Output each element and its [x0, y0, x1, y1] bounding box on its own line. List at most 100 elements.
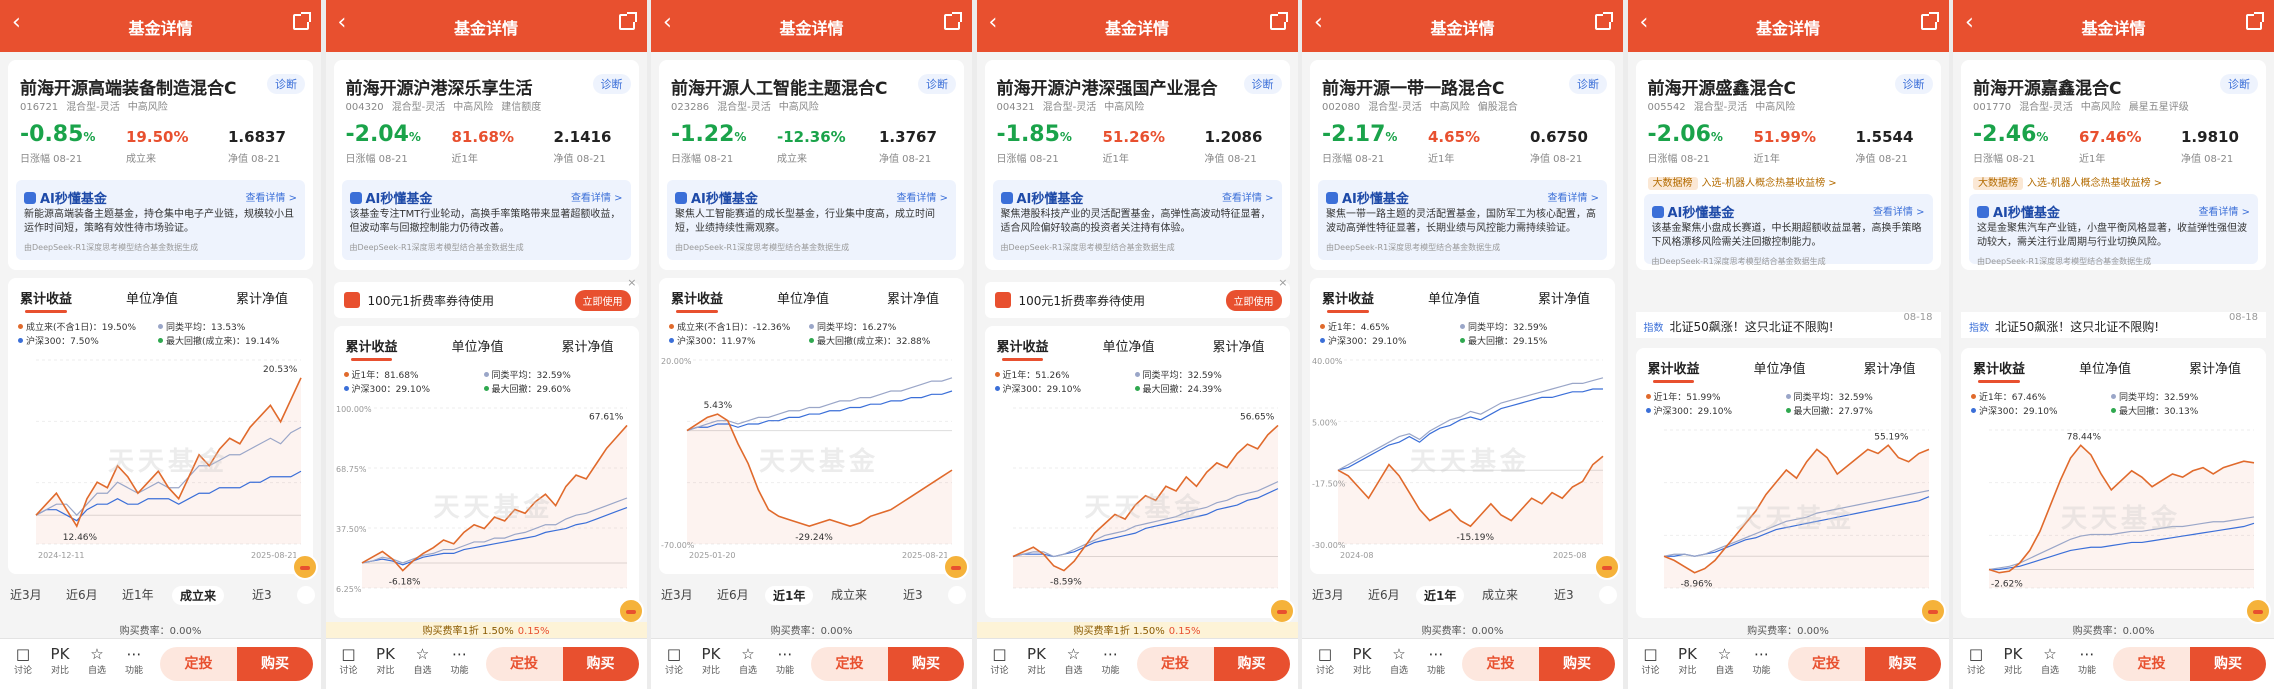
ai-summary-box[interactable]: AI秒懂基金 查看详情 > 新能源高端装备主题基金，持仓集中电子产业链，规模较小且运… — [16, 180, 305, 260]
ai-summary-link[interactable]: 查看详情 > — [1547, 193, 1599, 204]
back-arrow-icon[interactable]: ‹ — [1639, 10, 1649, 35]
rank-tag-row[interactable]: 大数据榜 入选-机器人概念热基收益榜 > — [1647, 174, 1837, 190]
chart-tab-0[interactable]: 累计收益 — [671, 288, 723, 313]
back-arrow-icon[interactable]: ‹ — [12, 10, 21, 35]
bottom-pk-button[interactable]: PK 对比 — [1022, 645, 1052, 676]
share-icon[interactable] — [2246, 12, 2264, 30]
diagnose-button[interactable]: 诊断 — [267, 74, 305, 94]
auto-invest-button[interactable]: 定投 — [1136, 647, 1214, 681]
auto-invest-button[interactable]: 定投 — [811, 647, 888, 681]
bottom-star-button[interactable]: ☆ 自选 — [1384, 645, 1414, 676]
auto-invest-button[interactable]: 定投 — [160, 647, 237, 681]
use-coupon-button[interactable]: 立即使用 — [1225, 290, 1282, 311]
range-option[interactable]: 成立来 — [1482, 588, 1519, 602]
range-option[interactable]: 成立来 — [172, 586, 225, 605]
ai-summary-box[interactable]: AI秒懂基金 查看详情 > 这是金聚焦汽车产业链，小盘平衡风格显著，收益弹性强但波动… — [1969, 194, 2258, 266]
ai-summary-link[interactable]: 查看详情 > — [570, 193, 623, 204]
ai-summary-box[interactable]: AI秒懂基金 查看详情 > 该基金专注TMT行业轮动，高换手率策略带来显著超额收益，… — [341, 180, 631, 260]
bottom-star-button[interactable]: ☆ 自选 — [408, 645, 438, 676]
buy-button[interactable]: 购买 — [562, 647, 639, 681]
bottom-chat-button[interactable]: □ 讨论 — [1310, 645, 1340, 676]
bottom-star-button[interactable]: ☆ 自选 — [1059, 645, 1089, 676]
ai-summary-box[interactable]: AI秒懂基金 查看详情 > 该基金聚焦小盘成长赛道，中长期超额收益显著，高换手策略下… — [1643, 194, 1933, 266]
assistant-mascot-icon[interactable] — [1594, 554, 1620, 580]
ai-summary-box[interactable]: AI秒懂基金 查看详情 > 聚焦人工智能赛道的成长型基金，行业集中度高，成立时间短，… — [667, 180, 956, 260]
use-coupon-button[interactable]: 立即使用 — [574, 290, 631, 311]
diagnose-button[interactable]: 诊断 — [592, 74, 631, 94]
bottom-more-button[interactable]: ⋯ 功能 — [770, 645, 800, 676]
news-banner[interactable]: 指数 北证50飙涨！这只北证不限购! 08-18 — [1961, 312, 2266, 338]
chart-tab-1[interactable]: 单位净值 — [2079, 362, 2132, 377]
bottom-chat-button[interactable]: □ 讨论 — [985, 645, 1015, 676]
auto-invest-button[interactable]: 定投 — [485, 647, 563, 681]
auto-invest-button[interactable]: 定投 — [1462, 647, 1539, 681]
chart-tab-2[interactable]: 累计净值 — [236, 292, 289, 307]
ai-summary-link[interactable]: 查看详情 > — [245, 193, 297, 204]
range-dropdown-icon[interactable] — [948, 586, 966, 604]
diagnose-button[interactable]: 诊断 — [918, 74, 956, 94]
ai-summary-box[interactable]: AI秒懂基金 查看详情 > 聚焦港股科技产业的灵活配置基金，高弹性高波动特征显著，适… — [992, 180, 1282, 260]
range-option[interactable]: 近6月 — [1368, 588, 1400, 602]
assistant-mascot-icon[interactable] — [292, 554, 318, 580]
share-icon[interactable] — [1595, 12, 1613, 30]
diagnose-button[interactable]: 诊断 — [1894, 74, 1933, 94]
assistant-mascot-icon[interactable] — [943, 554, 969, 580]
assistant-mascot-icon[interactable] — [617, 598, 644, 624]
coupon-banner[interactable]: 100元1折费率券待使用 立即使用 × — [333, 276, 639, 318]
back-arrow-icon[interactable]: ‹ — [1965, 10, 1974, 35]
assistant-mascot-icon[interactable] — [1919, 598, 1946, 624]
range-dropdown-icon[interactable] — [297, 586, 315, 604]
close-icon[interactable]: × — [1278, 276, 1288, 289]
chart-tab-1[interactable]: 单位净值 — [126, 292, 179, 307]
back-arrow-icon[interactable]: ‹ — [337, 10, 347, 35]
chart-tab-1[interactable]: 单位净值 — [777, 292, 830, 307]
chart-tab-2[interactable]: 累计净值 — [1212, 340, 1265, 355]
buy-button[interactable]: 购买 — [1539, 647, 1615, 681]
ai-summary-link[interactable]: 查看详情 > — [1872, 207, 1925, 218]
range-dropdown-icon[interactable] — [1599, 586, 1617, 604]
range-option[interactable]: 近1年 — [122, 588, 154, 602]
range-option[interactable]: 近3月 — [10, 588, 42, 602]
bottom-chat-button[interactable]: □ 讨论 — [659, 645, 689, 676]
chart-tab-2[interactable]: 累计净值 — [2189, 362, 2242, 377]
range-option[interactable]: 近6月 — [717, 588, 749, 602]
chart-tab-1[interactable]: 单位净值 — [451, 340, 504, 355]
bottom-more-button[interactable]: ⋯ 功能 — [1096, 645, 1126, 676]
ai-summary-link[interactable]: 查看详情 > — [896, 193, 948, 204]
bottom-pk-button[interactable]: PK 对比 — [371, 645, 401, 676]
range-option[interactable]: 近1年 — [1416, 586, 1465, 605]
back-arrow-icon[interactable]: ‹ — [1314, 10, 1323, 35]
ai-summary-link[interactable]: 查看详情 > — [2198, 207, 2250, 218]
bottom-pk-button[interactable]: PK 对比 — [1998, 645, 2028, 676]
auto-invest-button[interactable]: 定投 — [2113, 647, 2190, 681]
range-option[interactable]: 近3 — [1554, 588, 1574, 602]
buy-button[interactable]: 购买 — [888, 647, 964, 681]
share-icon[interactable] — [293, 12, 311, 30]
bottom-more-button[interactable]: ⋯ 功能 — [2072, 645, 2102, 676]
bottom-more-button[interactable]: ⋯ 功能 — [1421, 645, 1451, 676]
share-icon[interactable] — [944, 12, 962, 30]
bottom-pk-button[interactable]: PK 对比 — [696, 645, 726, 676]
range-option[interactable]: 近3 — [903, 588, 923, 602]
bottom-star-button[interactable]: ☆ 自选 — [733, 645, 763, 676]
chart-tab-0[interactable]: 累计收益 — [1648, 358, 1700, 383]
range-option[interactable]: 近3月 — [661, 588, 693, 602]
bottom-chat-button[interactable]: □ 讨论 — [1636, 645, 1666, 676]
share-icon[interactable] — [1920, 12, 1939, 30]
buy-button[interactable]: 购买 — [237, 647, 313, 681]
back-arrow-icon[interactable]: ‹ — [663, 10, 672, 35]
chart-tab-2[interactable]: 累计净值 — [1538, 292, 1591, 307]
chart-tab-0[interactable]: 累计收益 — [1322, 288, 1374, 313]
bottom-more-button[interactable]: ⋯ 功能 — [119, 645, 149, 676]
news-banner[interactable]: 指数 北证50飙涨！这只北证不限购! 08-18 — [1635, 312, 1941, 338]
bottom-more-button[interactable]: ⋯ 功能 — [1747, 645, 1777, 676]
close-icon[interactable]: × — [627, 276, 637, 289]
assistant-mascot-icon[interactable] — [1268, 598, 1295, 624]
range-option[interactable]: 成立来 — [831, 588, 868, 602]
buy-button[interactable]: 购买 — [1213, 647, 1290, 681]
auto-invest-button[interactable]: 定投 — [1787, 647, 1865, 681]
chart-tab-2[interactable]: 累计净值 — [887, 292, 940, 307]
range-option[interactable]: 近3 — [252, 588, 272, 602]
share-icon[interactable] — [618, 12, 637, 30]
chart-tab-0[interactable]: 累计收益 — [20, 288, 72, 313]
